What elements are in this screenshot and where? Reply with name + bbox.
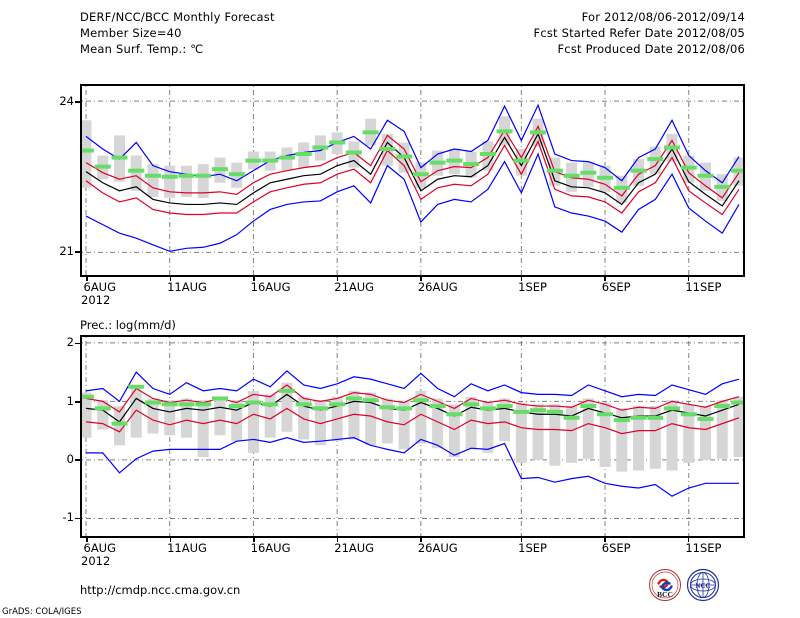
prec-panel-caption: Prec.: log(mm/d) xyxy=(80,318,176,332)
x-axis-tick-mark xyxy=(420,277,422,281)
y-axis-tick-mark xyxy=(75,342,80,345)
x-axis-tick-mark xyxy=(604,277,606,281)
x-axis-tick-label: 11AUG xyxy=(167,280,207,294)
y-axis-tick-label: -1 xyxy=(62,510,74,525)
temp-panel-caption: Mean Surf. Temp.: ℃ xyxy=(80,42,204,56)
x-axis-tick-label: 11SEP xyxy=(685,541,722,555)
temperature-plot xyxy=(80,84,745,277)
x-axis-tick-label: 1SEP xyxy=(518,541,547,555)
x-axis-tick-mark xyxy=(86,277,88,281)
gridlines xyxy=(82,86,743,275)
series-upper_quartile xyxy=(85,384,740,413)
x-axis-tick-mark xyxy=(253,538,255,542)
x-axis-tick-mark xyxy=(336,277,339,281)
x-axis-tick-label: 26AUG xyxy=(417,541,458,555)
ensemble-spread-bars xyxy=(82,116,743,203)
x-axis-tick-label: 16AUG xyxy=(250,280,291,294)
member-size-label: Member Size=40 xyxy=(80,26,182,40)
x-axis-tick-label: 16AUG xyxy=(250,541,291,555)
fcst-produced-label: Fcst Produced Date 2012/08/06 xyxy=(557,42,745,56)
x-axis-tick-mark xyxy=(687,277,690,281)
agency-logos: BCC NCC xyxy=(645,568,735,602)
x-axis-tick-label: 6SEP xyxy=(601,541,631,555)
gridlines xyxy=(82,337,743,536)
series-max xyxy=(85,103,740,184)
svg-text:NCC: NCC xyxy=(695,582,710,590)
x-axis-tick-mark xyxy=(253,277,255,281)
y-axis-tick-label: 2 xyxy=(66,335,74,350)
precipitation-plot-canvas xyxy=(82,337,743,536)
logo-svg: BCC NCC xyxy=(649,568,720,602)
y-axis-tick-mark xyxy=(75,517,80,520)
website-url[interactable]: http://cmdp.ncc.cma.gov.cn xyxy=(80,583,241,597)
x-axis-tick-mark xyxy=(687,538,690,542)
series-min xyxy=(85,152,740,252)
x-axis-tick-label: 26AUG xyxy=(417,280,458,294)
x-axis-tick-label: 21AUG xyxy=(334,280,375,294)
grads-credit: GrADS: COLA/IGES xyxy=(2,607,82,617)
x-axis-year-label: 2012 xyxy=(81,293,111,307)
fcst-started-label: Fcst Started Refer Date 2012/08/05 xyxy=(533,26,745,40)
report-title: DERF/NCC/BCC Monthly Forecast xyxy=(80,10,275,24)
observed-dashes xyxy=(82,129,743,190)
x-axis-tick-mark xyxy=(520,538,523,542)
series-min xyxy=(86,437,739,497)
x-axis-tick-mark xyxy=(169,538,172,542)
x-axis-tick-label: 6AUG xyxy=(83,280,117,294)
x-axis-tick-mark xyxy=(336,538,339,542)
ensemble-spread-bars xyxy=(82,382,743,472)
series-lower_quartile xyxy=(85,407,740,435)
svg-text:BCC: BCC xyxy=(657,590,673,599)
precipitation-plot xyxy=(80,335,745,538)
series-upper_quartile xyxy=(85,124,740,199)
series-max xyxy=(85,370,740,403)
ncc-logo-icon: NCC xyxy=(686,568,720,602)
x-axis-tick-mark xyxy=(86,538,88,542)
x-axis-tick-mark xyxy=(169,277,172,281)
temperature-plot-canvas xyxy=(82,86,743,275)
y-axis-tick-label: 21 xyxy=(59,243,74,258)
x-axis-tick-label: 6AUG xyxy=(83,541,117,555)
y-axis-tick-mark xyxy=(75,459,80,461)
observed-dashes xyxy=(82,384,743,426)
y-axis-tick-label: 0 xyxy=(66,451,74,466)
bcc-logo-icon: BCC xyxy=(649,569,681,601)
x-axis-tick-label: 21AUG xyxy=(334,541,375,555)
y-axis-tick-mark xyxy=(75,251,80,253)
x-axis-tick-mark xyxy=(520,277,523,281)
y-axis-tick-label: 24 xyxy=(59,93,74,108)
x-axis-year-label: 2012 xyxy=(81,554,111,568)
x-axis-tick-mark xyxy=(420,538,422,542)
x-axis-tick-label: 11AUG xyxy=(167,541,207,555)
series-median xyxy=(85,132,740,207)
y-axis-tick-mark xyxy=(75,101,80,103)
x-axis-tick-label: 6SEP xyxy=(601,280,631,294)
y-axis-tick-mark xyxy=(75,401,80,403)
x-axis-tick-mark xyxy=(604,538,606,542)
x-axis-tick-label: 11SEP xyxy=(685,280,722,294)
y-axis-tick-label: 1 xyxy=(66,393,74,408)
series-lower_quartile xyxy=(85,139,740,216)
series-median xyxy=(85,393,740,423)
forecast-period-label: For 2012/08/06-2012/09/14 xyxy=(581,10,745,24)
x-axis-tick-label: 1SEP xyxy=(518,280,547,294)
